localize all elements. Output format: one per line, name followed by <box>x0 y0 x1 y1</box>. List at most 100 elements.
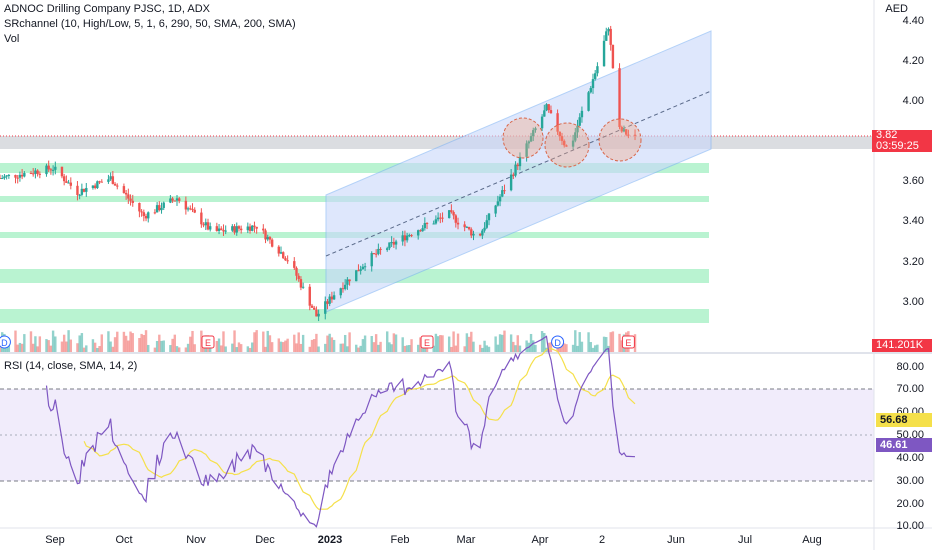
candle <box>401 235 404 242</box>
candle <box>465 226 469 228</box>
candle <box>326 301 329 304</box>
volume-bar <box>496 344 500 352</box>
volume-bar <box>251 342 254 352</box>
earnings-marker[interactable] <box>201 335 215 349</box>
rsi-tick: 40.00 <box>896 452 924 464</box>
candle <box>503 190 506 192</box>
volume-bar <box>14 330 17 352</box>
time-tick: Jul <box>737 534 753 546</box>
candle <box>202 224 205 226</box>
regression-channel <box>325 30 712 313</box>
symbol-title[interactable]: ADNOC Drilling Company PJSC, 1D, ADX <box>4 3 211 15</box>
candle <box>169 198 172 203</box>
volume-bar <box>386 331 389 352</box>
candle <box>45 165 48 175</box>
time-tick: Jun <box>667 534 685 546</box>
volume-bar <box>317 346 320 352</box>
volume-bar <box>315 333 318 352</box>
candle <box>441 217 444 219</box>
volume-bar <box>82 347 86 352</box>
candle <box>20 174 24 177</box>
indicator-legend[interactable]: SRchannel (10, High/Low, 5, 1, 6, 290, 5… <box>4 18 296 30</box>
candle <box>525 143 528 157</box>
volume-legend[interactable]: Vol <box>4 33 20 45</box>
volume-bar <box>330 337 334 352</box>
candle <box>47 165 50 170</box>
candle <box>456 222 460 225</box>
candle <box>580 110 584 118</box>
candle <box>248 226 252 231</box>
volume-bar <box>605 337 608 352</box>
volume-bar <box>454 345 458 352</box>
volume-bar <box>377 344 380 352</box>
candle <box>312 307 316 310</box>
candle <box>374 253 378 255</box>
candle <box>388 242 391 249</box>
volume-bar <box>332 339 336 352</box>
candle <box>609 28 612 45</box>
candle <box>277 246 280 254</box>
candle <box>279 252 283 254</box>
dividend-marker-label: D <box>1 338 8 348</box>
volume-bar <box>611 331 615 352</box>
candle <box>85 187 88 192</box>
candle <box>162 202 165 208</box>
candle <box>436 217 440 220</box>
dividend-marker[interactable] <box>0 335 11 349</box>
candle <box>498 196 502 202</box>
candle <box>633 134 637 136</box>
volume-bar <box>173 334 176 352</box>
candle <box>578 117 581 126</box>
candle <box>239 228 243 231</box>
candle <box>348 279 351 282</box>
candle <box>220 228 223 230</box>
volume-bar <box>370 336 373 352</box>
volume-bar <box>293 334 296 352</box>
volume-bar <box>0 343 2 352</box>
volume-bar <box>116 331 119 352</box>
earnings-marker[interactable] <box>621 335 635 349</box>
volume-bar <box>69 339 73 352</box>
volume-bar <box>45 339 48 352</box>
volume-bar <box>169 345 172 352</box>
rsi-legend[interactable]: RSI (14, close, SMA, 14, 2) <box>4 360 138 372</box>
candle <box>266 236 269 240</box>
candle <box>370 253 373 267</box>
candle <box>423 223 427 229</box>
earnings-marker[interactable] <box>420 335 434 349</box>
dividend-marker[interactable] <box>551 335 565 349</box>
price-tick: 3.40 <box>902 215 924 227</box>
candle <box>184 200 188 210</box>
volume-bar <box>91 339 95 352</box>
candle <box>215 226 219 231</box>
volume-bar <box>532 340 535 352</box>
volume-bar <box>470 331 473 352</box>
volume-bar <box>465 333 469 352</box>
candle <box>122 186 126 193</box>
candle <box>131 200 134 203</box>
candle <box>355 270 358 282</box>
candle <box>377 248 380 254</box>
volume-bar <box>191 330 194 352</box>
candle <box>129 198 132 201</box>
candle <box>127 194 130 199</box>
candle <box>0 178 2 179</box>
volume-bar <box>594 345 597 352</box>
candle <box>29 173 33 175</box>
volume-bar <box>343 334 347 352</box>
volume-bar <box>80 333 84 352</box>
candle <box>78 194 81 196</box>
volume-bar <box>178 347 181 352</box>
candle <box>560 136 564 141</box>
candle <box>34 170 37 174</box>
candle <box>611 44 615 69</box>
volume-bar <box>372 342 376 352</box>
candle <box>574 132 577 141</box>
candle <box>494 205 497 214</box>
volume-bar <box>109 341 112 352</box>
candle <box>175 198 179 201</box>
time-tick: Apr <box>531 534 549 546</box>
candle <box>317 313 320 317</box>
